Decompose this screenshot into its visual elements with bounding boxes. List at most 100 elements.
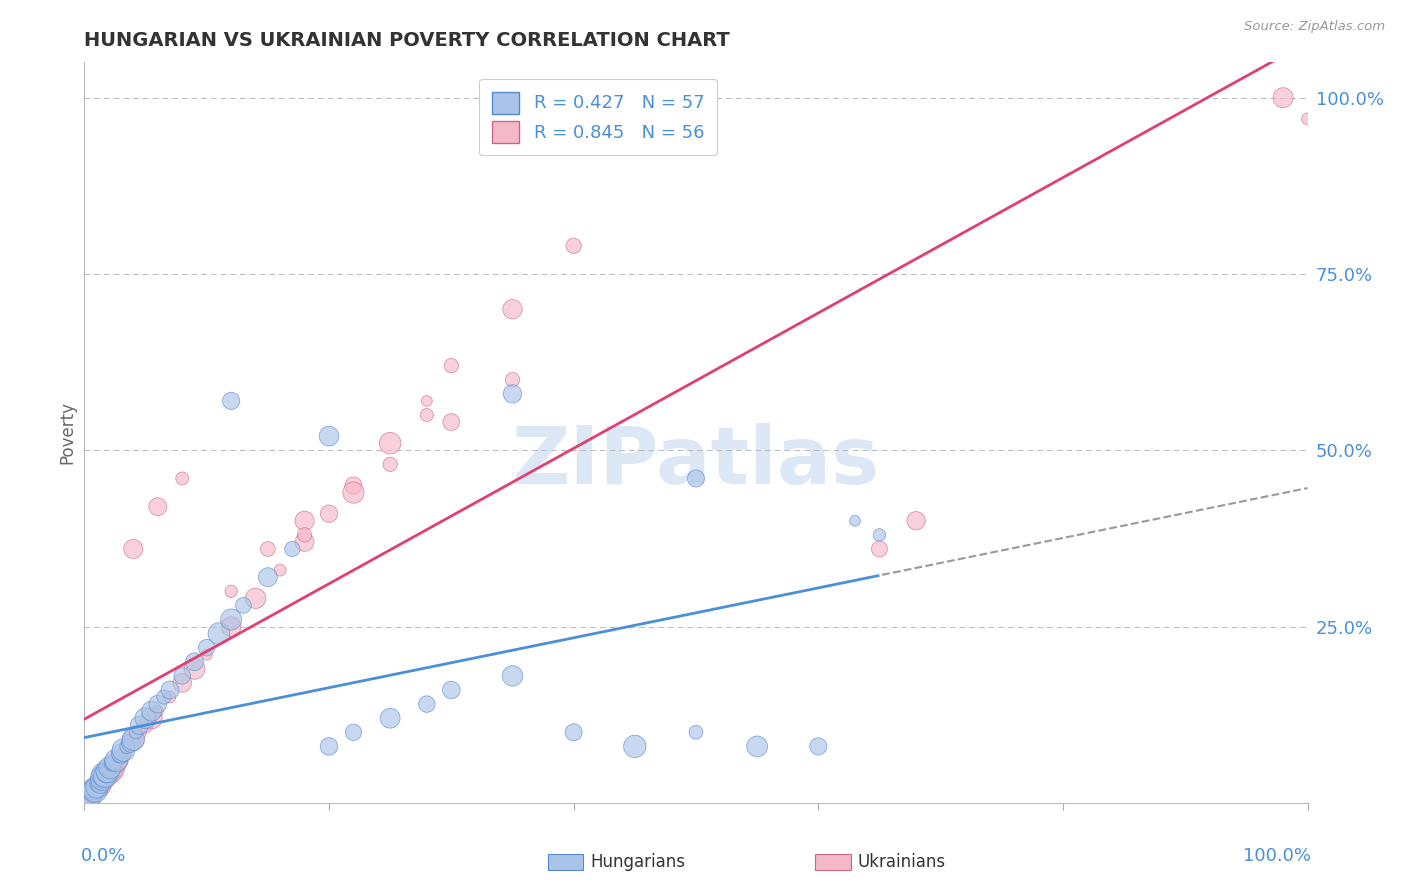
Point [80, 789, 103, 803]
Point [232, 599, 254, 613]
Point [79, 789, 101, 803]
Point [98, 760, 121, 774]
Point [89, 776, 111, 790]
Point [86, 783, 108, 797]
Point [89, 778, 111, 792]
Text: ZIPatlas: ZIPatlas [512, 423, 880, 501]
Point [562, 239, 585, 253]
Point [208, 626, 231, 640]
Point [172, 669, 194, 683]
Point [159, 683, 181, 698]
Point [380, 436, 402, 450]
Point [281, 541, 304, 556]
Point [562, 725, 585, 739]
Point [159, 690, 181, 704]
Point [685, 471, 707, 485]
Point [83, 785, 105, 799]
Point [172, 471, 194, 485]
Point [416, 393, 439, 408]
Point [502, 302, 524, 317]
Point [100, 764, 122, 778]
Point [342, 725, 364, 739]
Point [120, 736, 142, 750]
Point [219, 612, 242, 626]
Point [107, 750, 129, 764]
Point [110, 750, 132, 764]
Point [84, 783, 107, 797]
Point [318, 507, 340, 521]
Point [269, 563, 291, 577]
Point [146, 500, 169, 514]
Point [380, 458, 402, 472]
Point [90, 776, 112, 790]
Text: 100.0%: 100.0% [1243, 847, 1312, 865]
Point [416, 697, 439, 711]
Point [440, 415, 463, 429]
Point [141, 704, 163, 718]
Point [172, 676, 194, 690]
Point [105, 757, 128, 772]
Text: Ukrainians: Ukrainians [858, 853, 946, 871]
Point [342, 478, 364, 492]
Legend: R = 0.427   N = 57, R = 0.845   N = 56: R = 0.427 N = 57, R = 0.845 N = 56 [479, 78, 717, 155]
Point [96, 769, 118, 783]
Point [905, 514, 928, 528]
Point [1296, 112, 1319, 126]
Point [294, 535, 316, 549]
Point [195, 640, 218, 655]
Point [94, 769, 117, 783]
Point [96, 766, 118, 780]
Y-axis label: Poverty: Poverty [58, 401, 76, 464]
Point [183, 655, 205, 669]
Point [219, 619, 242, 633]
Point [624, 739, 647, 754]
Point [125, 725, 148, 739]
Text: Hungarians: Hungarians [591, 853, 686, 871]
Point [685, 725, 707, 739]
Point [502, 373, 524, 387]
Point [1272, 91, 1295, 105]
Point [128, 725, 150, 739]
Point [294, 514, 316, 528]
Point [122, 541, 145, 556]
Point [91, 774, 114, 789]
Point [97, 767, 120, 781]
Point [257, 541, 280, 556]
Point [380, 711, 402, 725]
Point [120, 736, 142, 750]
Point [105, 754, 128, 768]
Point [502, 387, 524, 401]
Point [115, 739, 138, 754]
Point [342, 485, 364, 500]
Point [502, 669, 524, 683]
Point [141, 711, 163, 725]
Point [87, 778, 110, 792]
Point [93, 773, 115, 788]
Point [257, 570, 280, 584]
Point [77, 790, 100, 805]
Point [90, 773, 112, 788]
Point [153, 690, 176, 704]
Point [807, 739, 830, 754]
Point [135, 718, 157, 732]
Text: 0.0%: 0.0% [80, 847, 127, 865]
Point [146, 704, 169, 718]
Point [122, 732, 145, 747]
Point [245, 591, 267, 606]
Point [219, 584, 242, 599]
Point [112, 743, 135, 757]
Point [440, 683, 463, 698]
Point [82, 785, 104, 799]
Point [93, 767, 115, 781]
Text: Source: ZipAtlas.com: Source: ZipAtlas.com [1244, 20, 1385, 33]
Point [87, 780, 110, 795]
Point [318, 739, 340, 754]
Point [869, 541, 891, 556]
Point [103, 760, 125, 774]
Point [91, 771, 114, 785]
Point [440, 359, 463, 373]
Point [110, 747, 132, 761]
Point [97, 762, 120, 776]
Point [100, 757, 122, 772]
Point [87, 781, 110, 796]
